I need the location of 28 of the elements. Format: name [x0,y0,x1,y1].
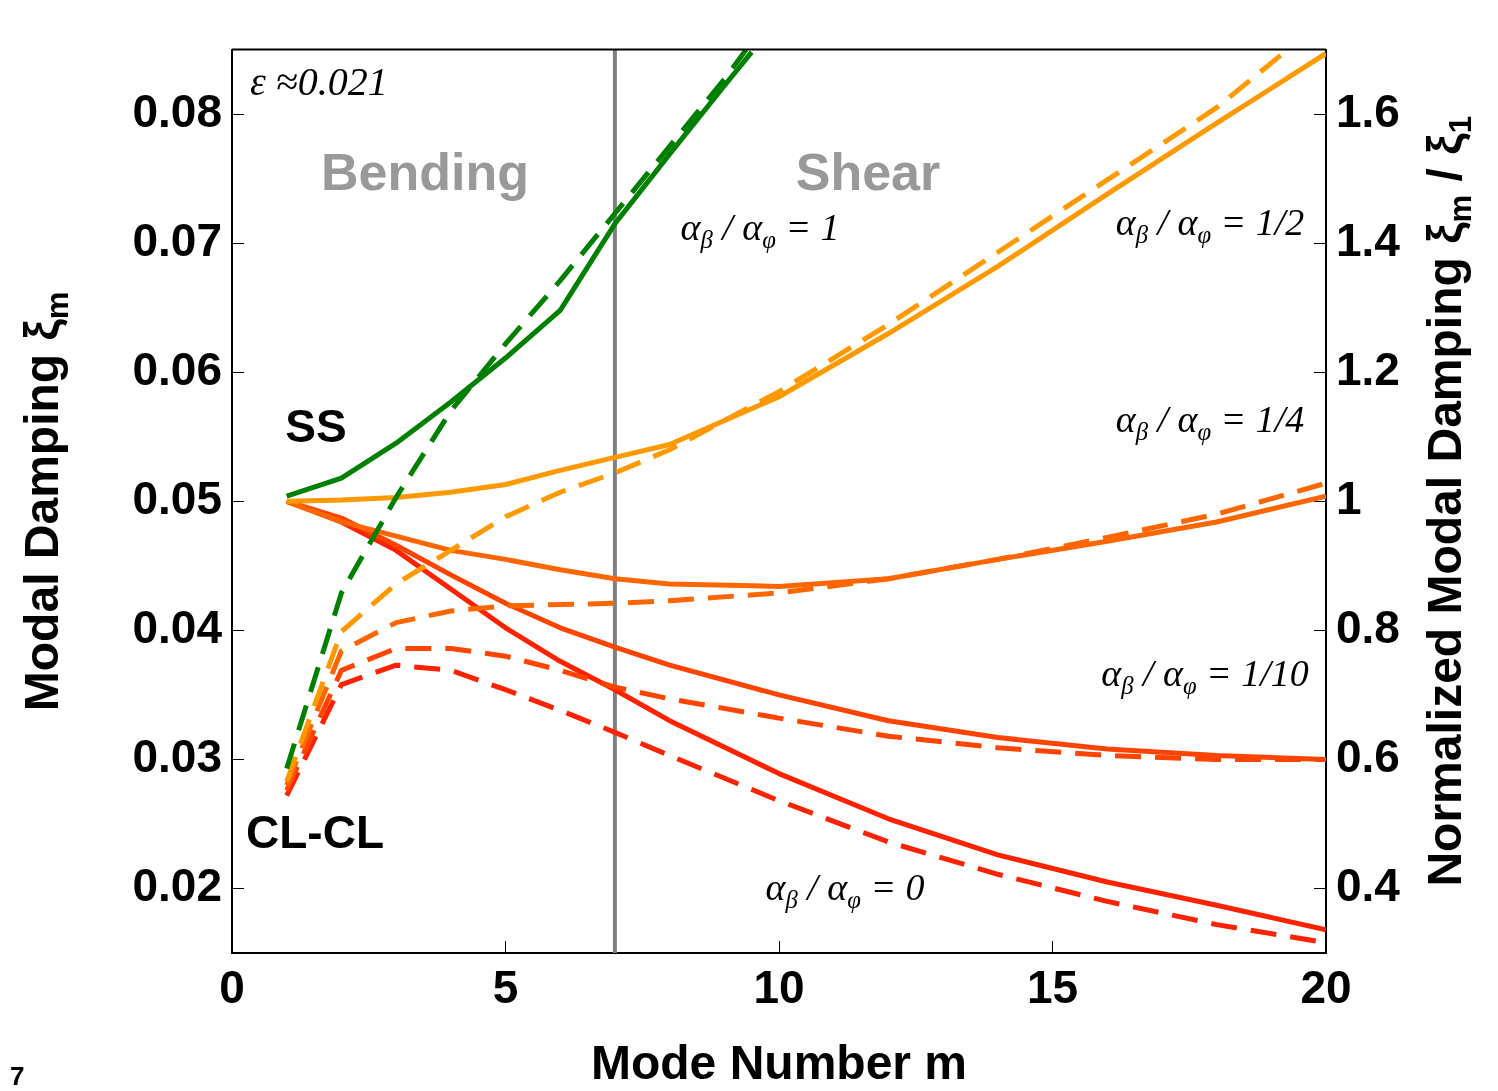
y-tick-label: 0.03 [132,730,222,783]
y2-tick-label: 1 [1336,471,1362,524]
y-tick-label: 0.04 [132,601,223,654]
y2-tick-label: 0.6 [1336,730,1400,783]
y2-tick-label: 0.4 [1336,859,1401,912]
y2-axis-title: Normalized Modal Damping ξm / ξ1 [1418,116,1478,887]
y2-tick-label: 1.4 [1336,213,1401,266]
y-tick-label: 0.05 [132,471,222,524]
y-tick-label: 0.08 [132,84,222,137]
y-tick-label: 0.02 [132,859,222,912]
annotation: Bending [321,142,529,201]
annotation: CL-CL [246,805,384,858]
annotation: Shear [795,142,941,201]
x-tick-label: 0 [219,961,245,1014]
y-tick-label: 0.07 [132,213,222,266]
x-tick-label: 10 [753,961,805,1014]
x-axis-title: Mode Number m [590,1036,968,1090]
y2-tick-label: 1.2 [1336,342,1400,395]
y-axis-title: Modal Damping ξm [15,291,75,712]
text: 7 [10,1061,25,1091]
y2-tick-label: 0.8 [1336,601,1400,654]
annotation: SS [285,399,347,452]
x-tick-label: 5 [492,961,519,1014]
annotation: ε ≈0.021 [250,58,388,104]
x-tick-label: 15 [1026,961,1079,1014]
y-tick-label: 0.06 [132,342,222,395]
y2-tick-label: 1.6 [1336,84,1400,137]
x-tick-label: 20 [1300,961,1352,1014]
